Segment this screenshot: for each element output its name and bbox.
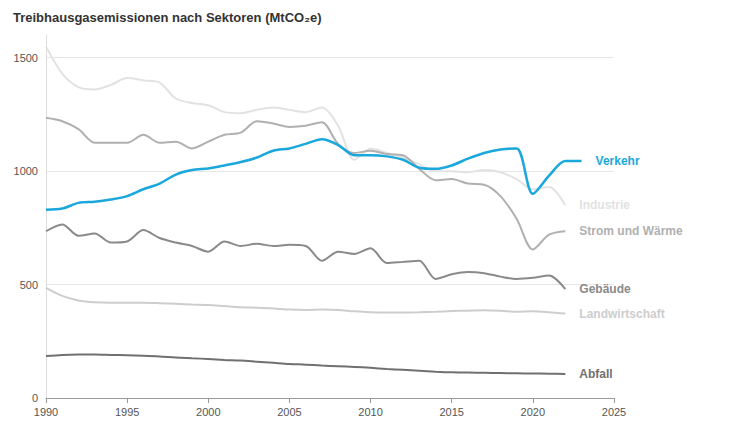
svg-text:2025: 2025 xyxy=(602,406,626,418)
svg-text:Abfall: Abfall xyxy=(579,367,612,381)
svg-text:2015: 2015 xyxy=(439,406,463,418)
svg-text:0: 0 xyxy=(32,392,38,404)
svg-text:2020: 2020 xyxy=(521,406,545,418)
svg-text:1500: 1500 xyxy=(14,52,38,64)
svg-text:500: 500 xyxy=(20,279,38,291)
svg-text:Gebäude: Gebäude xyxy=(579,282,631,296)
svg-text:Verkehr: Verkehr xyxy=(596,154,640,168)
svg-text:1000: 1000 xyxy=(14,165,38,177)
svg-text:2000: 2000 xyxy=(196,406,220,418)
svg-text:Treibhausgasemissionen nach Se: Treibhausgasemissionen nach Sektoren (Mt… xyxy=(13,10,321,25)
svg-text:Landwirtschaft: Landwirtschaft xyxy=(579,307,664,321)
svg-text:Strom und Wärme: Strom und Wärme xyxy=(579,224,683,238)
svg-text:1995: 1995 xyxy=(115,406,139,418)
svg-text:1990: 1990 xyxy=(34,406,58,418)
svg-text:Industrie: Industrie xyxy=(579,198,630,212)
svg-text:2010: 2010 xyxy=(358,406,382,418)
svg-text:2005: 2005 xyxy=(277,406,301,418)
